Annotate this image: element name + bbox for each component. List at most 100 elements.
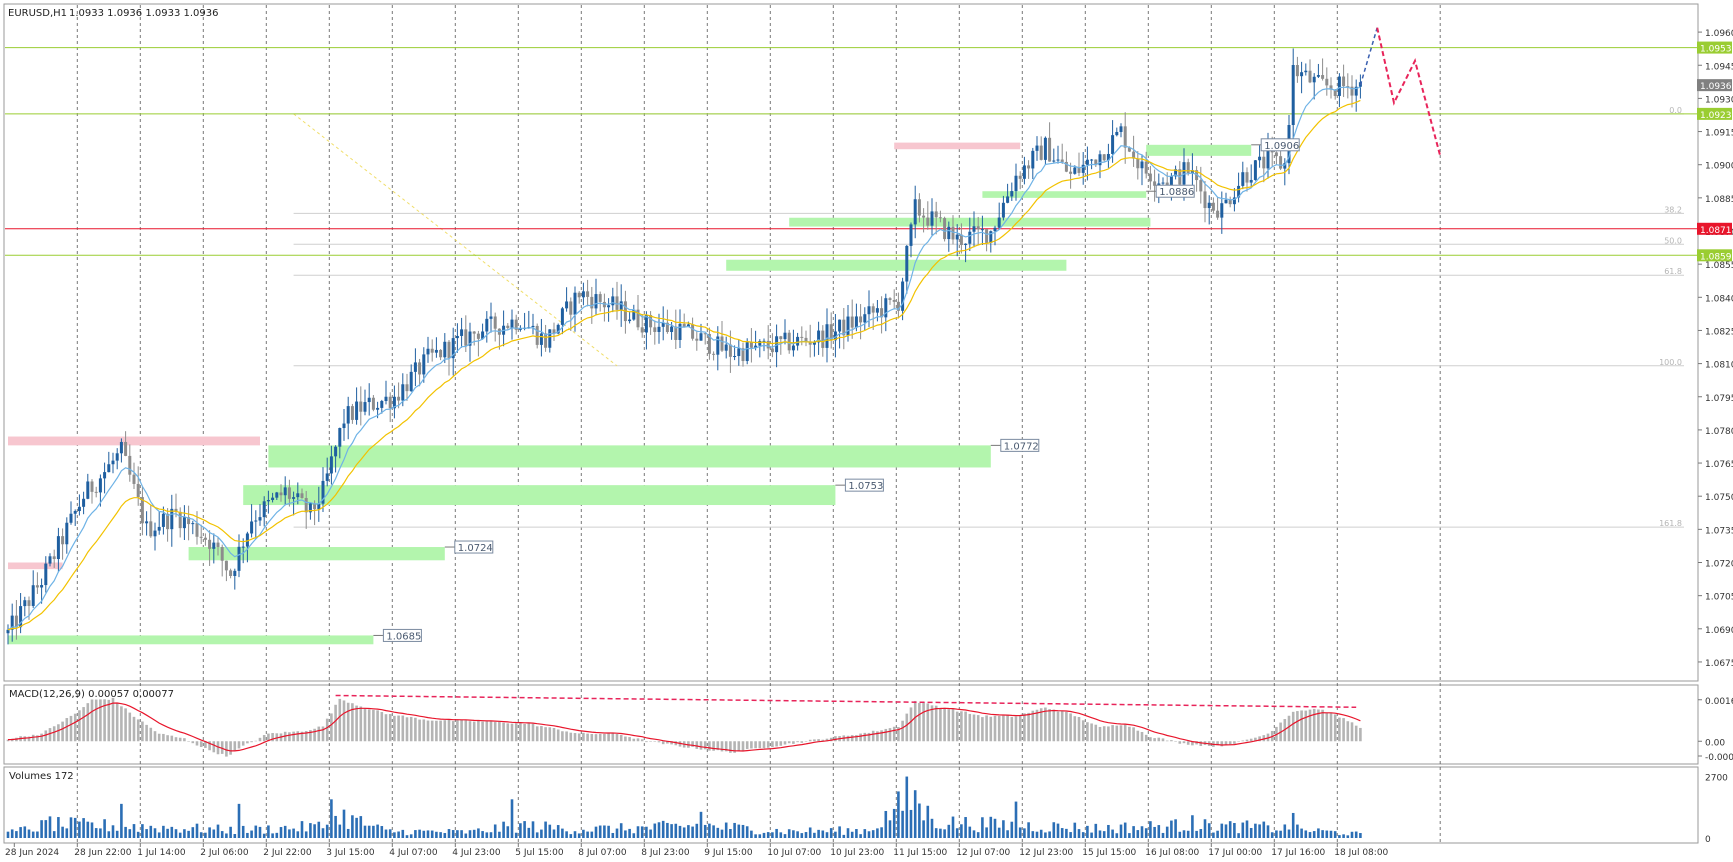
volume-bar [1191, 815, 1194, 838]
candle-body [577, 292, 581, 298]
macd-histogram-bar [107, 699, 111, 742]
volume-bar [792, 830, 795, 838]
macd-histogram-bar [1291, 711, 1295, 742]
candle-body [145, 521, 149, 524]
macd-histogram-bar [246, 741, 249, 744]
volume-bar [1123, 822, 1127, 838]
macd-histogram-bar [825, 738, 829, 742]
macd-histogram-bar [267, 733, 270, 742]
candle-body [770, 348, 774, 353]
volume-bar [187, 830, 190, 838]
macd-histogram-bar [708, 741, 711, 751]
candle-body [901, 281, 905, 311]
volume-bar [477, 828, 480, 838]
macd-histogram-bar [649, 741, 652, 742]
macd-histogram-bar [918, 703, 921, 742]
volume-bar [229, 826, 232, 838]
macd-histogram-bar [430, 720, 434, 742]
macd-histogram-bar [99, 699, 102, 742]
macd-histogram-bar [229, 741, 232, 755]
macd-histogram-bar [1321, 709, 1324, 742]
volume-bar [1086, 825, 1089, 838]
volume-bar [1254, 823, 1257, 838]
volume-bar [813, 832, 816, 838]
candle-body [800, 336, 804, 338]
candle-body [409, 371, 413, 392]
volume-bar [27, 829, 31, 838]
candle-body [1111, 135, 1115, 154]
candle-body [611, 296, 615, 306]
volume-bar [279, 827, 283, 838]
macd-histogram-bar [363, 708, 367, 742]
volume-bar [115, 830, 119, 838]
volume-bar [254, 825, 258, 838]
candle-body [191, 523, 195, 525]
macd-histogram-bar [1258, 736, 1261, 742]
macd-histogram-bar [653, 741, 657, 742]
candle-body [804, 337, 808, 342]
volume-bar [1069, 832, 1072, 838]
horizontal-levels [5, 47, 1697, 256]
candle-body [1056, 159, 1060, 161]
volume-bar [493, 824, 497, 838]
candle-body [821, 330, 825, 348]
demand-zone [8, 635, 374, 645]
candle-body [1031, 150, 1035, 169]
candle-body [1064, 161, 1068, 172]
macd-histogram-bar [540, 726, 543, 742]
demand-zone [982, 191, 1147, 198]
macd-histogram-bar [850, 735, 854, 742]
candle-body [161, 513, 165, 527]
macd-histogram-bar [48, 728, 52, 742]
candle-body [1220, 203, 1224, 218]
macd-histogram-bar [1056, 711, 1060, 742]
macd-indicator: 0.00166 0.00 -0.00059 [6, 694, 1733, 763]
macd-histogram-bar [187, 741, 190, 742]
macd-histogram-bar [863, 732, 867, 742]
candle-body [317, 503, 321, 510]
macd-histogram-bar [195, 741, 199, 746]
volume-bar [111, 825, 115, 838]
volume-bar [262, 833, 266, 838]
candle-body [699, 333, 703, 341]
macd-histogram-bar [372, 709, 375, 742]
price-level-tag-label: 1.0871 [1700, 226, 1732, 236]
macd-histogram-bar [174, 737, 178, 742]
candle-body [1069, 171, 1073, 174]
macd-histogram-bar [892, 726, 896, 742]
macd-histogram-bar [481, 721, 484, 742]
macd-histogram-bar [1233, 741, 1236, 744]
candle-body [401, 384, 405, 401]
price-level-tag-label: 1.0923 [1700, 111, 1732, 121]
macd-histogram-bar [1350, 722, 1354, 742]
time-tick-label: 8 Jul 07:00 [578, 848, 627, 858]
candle-body [934, 211, 938, 218]
candle-body [913, 199, 917, 225]
candle-body [153, 530, 157, 537]
candle-body [590, 296, 594, 309]
macd-histogram-bar [250, 741, 253, 743]
macd-histogram-bar [888, 728, 892, 742]
price-tick-label: 1.0705 [1705, 593, 1733, 603]
volume-bar [439, 832, 442, 838]
candle-body [1342, 76, 1346, 87]
time-tick-label: 28 Jun 22:00 [74, 848, 131, 858]
volume-bar [292, 828, 295, 838]
time-tick-label: 17 Jul 16:00 [1271, 848, 1325, 858]
volume-bar [964, 817, 967, 838]
candle-body [657, 326, 661, 332]
price-level-tag [1697, 79, 1732, 92]
macd-histogram-bar [439, 720, 442, 742]
macd-histogram-bar [1254, 737, 1257, 742]
candle-body [334, 446, 338, 457]
volume-bar [867, 831, 871, 838]
volume-bar [120, 803, 123, 838]
macd-histogram-bar [703, 741, 707, 750]
candle-body [754, 345, 758, 348]
candle-body [426, 348, 430, 355]
macd-histogram-bar [359, 706, 363, 742]
candle-body [644, 315, 648, 333]
volume-bar [351, 815, 354, 838]
candle-body [955, 234, 959, 240]
macd-histogram-bar [1111, 725, 1114, 742]
